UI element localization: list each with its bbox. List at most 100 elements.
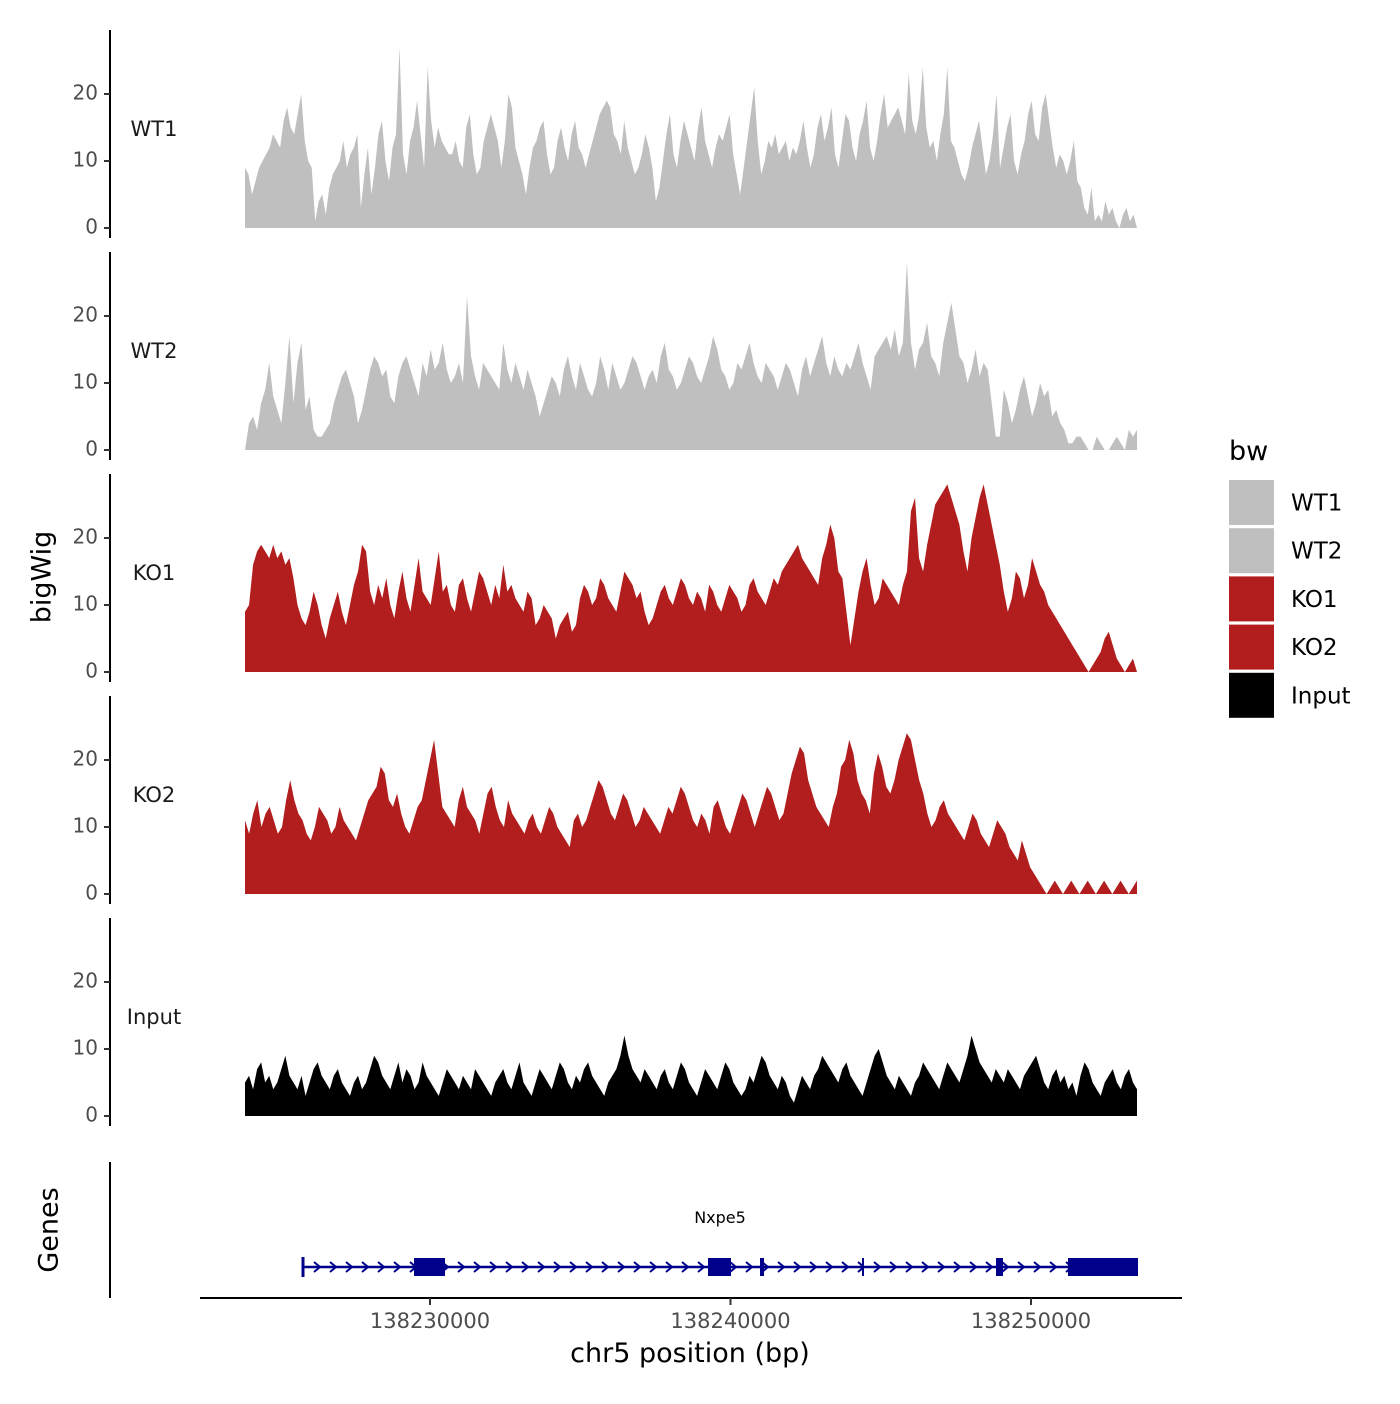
y-tick-label: 10 — [73, 370, 98, 394]
strand-arrow — [921, 1261, 930, 1273]
strand-arrow — [569, 1261, 578, 1273]
signal-area-input — [245, 1035, 1137, 1116]
signal-area-wt2 — [245, 262, 1137, 450]
gene-exon — [1068, 1258, 1138, 1276]
legend-entries: WT1 WT2 KO1 KO2 Input — [1229, 480, 1351, 718]
y-axis-label: bigWig — [27, 531, 58, 624]
strand-arrow — [969, 1261, 978, 1273]
y-tick-label: 20 — [73, 525, 98, 549]
gene-exon — [760, 1258, 764, 1276]
x-tick-label: 138240000 — [670, 1309, 790, 1333]
strand-arrow — [345, 1261, 354, 1273]
strand-arrow — [793, 1261, 802, 1273]
strand-arrow — [665, 1261, 674, 1273]
gene-exon — [996, 1258, 1003, 1276]
legend-title: bw — [1229, 436, 1268, 467]
signal-area-ko2 — [245, 733, 1137, 894]
strand-arrow — [745, 1261, 754, 1273]
strand-arrow — [1001, 1261, 1010, 1273]
y-tick-label: 0 — [85, 1103, 98, 1127]
gene-exon — [414, 1258, 445, 1276]
legend-label-ko1: KO1 — [1291, 587, 1338, 613]
y-tick-label: 0 — [85, 215, 98, 239]
strand-arrow — [473, 1261, 482, 1273]
strand-arrow — [489, 1261, 498, 1273]
gene-track: Genes Nxpe5 — [34, 1162, 1138, 1298]
genes-axis-label: Genes — [34, 1187, 65, 1272]
strand-arrow — [377, 1261, 386, 1273]
x-axis-ticks: 138230000 138240000 138250000 — [370, 1298, 1091, 1333]
x-axis: 138230000 138240000 138250000 chr5 positio… — [200, 1297, 1182, 1369]
y-tick-label: 0 — [85, 437, 98, 461]
strand-arrow — [729, 1261, 738, 1273]
strand-arrow — [649, 1261, 658, 1273]
legend-swatch-ko2 — [1229, 624, 1274, 670]
strand-arrow — [985, 1261, 994, 1273]
legend: bw WT1 WT2 KO1 KO2 Input — [1229, 436, 1351, 718]
strand-arrow — [889, 1261, 898, 1273]
y-tick-label: 10 — [73, 592, 98, 616]
y-tick-label: 0 — [85, 659, 98, 683]
strand-arrow — [585, 1261, 594, 1273]
strand-arrow — [361, 1261, 370, 1273]
strand-arrow — [521, 1261, 530, 1273]
strand-arrow — [809, 1261, 818, 1273]
strand-arrow — [553, 1261, 562, 1273]
strand-arrow — [617, 1261, 626, 1273]
x-tick-label: 138250000 — [971, 1309, 1091, 1333]
legend-label-ko2: KO2 — [1291, 635, 1338, 661]
legend-label-input: Input — [1291, 683, 1351, 709]
panel-input: 0 10 20 Input — [73, 918, 1137, 1127]
x-axis-label: chr5 position (bp) — [570, 1338, 810, 1369]
strand-arrow — [505, 1261, 514, 1273]
legend-swatch-ko1 — [1229, 576, 1274, 622]
gene-model — [301, 1257, 1138, 1277]
strand-arrow — [601, 1261, 610, 1273]
signal-area-wt1 — [245, 47, 1137, 228]
panel-label-wt2: WT2 — [131, 339, 178, 363]
strand-arrow — [905, 1261, 914, 1273]
y-tick-label: 10 — [73, 1036, 98, 1060]
legend-swatch-wt2 — [1229, 528, 1274, 574]
y-tick-label: 20 — [73, 969, 98, 993]
y-tick-label: 20 — [73, 81, 98, 105]
y-tick-label: 10 — [73, 148, 98, 172]
y-tick-label: 0 — [85, 881, 98, 905]
strand-arrow — [841, 1261, 850, 1273]
strand-arrow — [1049, 1261, 1058, 1273]
y-tick-label: 10 — [73, 814, 98, 838]
strand-arrow — [825, 1261, 834, 1273]
panel-ko2: 0 10 20 KO2 — [73, 696, 1137, 905]
y-tick-label: 20 — [73, 303, 98, 327]
legend-label-wt2: WT2 — [1291, 539, 1342, 565]
panel-label-ko1: KO1 — [133, 561, 176, 585]
strand-arrow — [1033, 1261, 1042, 1273]
panel-wt1: 0 10 20 WT1 — [73, 30, 1137, 239]
panel-ko1: 0 10 20 KO1 — [73, 474, 1137, 683]
legend-swatch-input — [1229, 672, 1274, 718]
strand-arrow — [457, 1261, 466, 1273]
legend-label-wt1: WT1 — [1291, 491, 1342, 517]
strand-arrow — [329, 1261, 338, 1273]
legend-swatch-wt1 — [1229, 480, 1274, 525]
gene-exon — [862, 1258, 864, 1276]
strand-arrow — [393, 1261, 402, 1273]
panel-label-input: Input — [127, 1005, 181, 1029]
strand-arrow — [1017, 1261, 1026, 1273]
gene-name-label: Nxpe5 — [694, 1208, 746, 1227]
strand-arrow — [633, 1261, 642, 1273]
strand-arrow — [681, 1261, 690, 1273]
strand-arrow — [873, 1261, 882, 1273]
panel-wt2: 0 10 20 WT2 — [73, 252, 1137, 461]
panel-label-ko2: KO2 — [133, 783, 176, 807]
strand-arrow — [937, 1261, 946, 1273]
strand-arrow — [537, 1261, 546, 1273]
signal-area-ko1 — [245, 484, 1137, 672]
strand-arrow — [313, 1261, 322, 1273]
panel-label-wt1: WT1 — [131, 117, 178, 141]
strand-arrow — [697, 1261, 706, 1273]
x-tick-label: 138230000 — [370, 1309, 490, 1333]
strand-arrow — [777, 1261, 786, 1273]
